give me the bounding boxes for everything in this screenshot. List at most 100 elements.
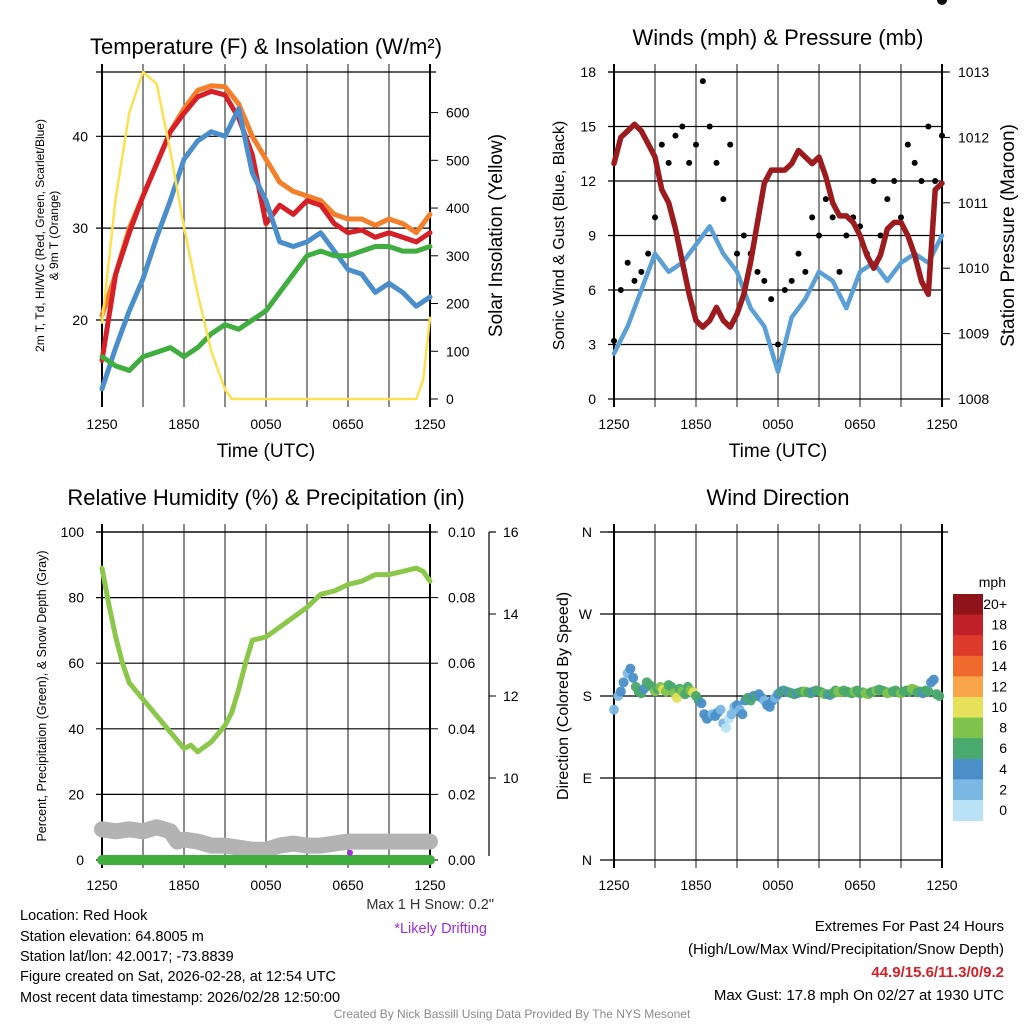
y2-tick-label: 300 [446,248,470,264]
gust-point [638,268,645,275]
snow-tick-label: 14 [503,606,519,622]
x-tick-label: 0050 [250,416,281,432]
series-line-windchill [99,106,433,392]
y-tick-label: 40 [68,721,84,737]
gust-point [713,159,720,166]
x-tick-label: 1850 [680,416,711,432]
y-tick-label: N [582,852,592,868]
gust-point [904,141,911,148]
gust-point [795,250,802,257]
gust-point [911,159,918,166]
wind-direction-point [937,0,947,5]
wind-direction-point [928,674,939,685]
legend-swatch [953,594,983,616]
location-label: Location: Red Hook [20,908,148,924]
gust-point [734,250,740,257]
snow-tick-label: 12 [503,688,519,704]
gust-point [802,268,809,275]
wind-direction-point [625,663,636,674]
gust-point [870,178,877,184]
y-tick-label: 60 [68,655,84,671]
extremes-subtitle: (High/Low/Max Wind/Precipitation/Snow De… [688,941,1004,958]
gust-point [672,132,679,139]
wind-direction-point [618,677,629,688]
x-tick-label: 1250 [414,416,445,432]
y-tick-label: 30 [72,220,88,236]
legend-label: 10 [991,699,1007,715]
latlon-label: Station lat/lon: 42.0017; -73.8839 [20,949,234,965]
y-tick-label: E [583,770,592,786]
wind-direction-point [934,691,945,701]
y-axis-label: Sonic Wind & Gust (Blue, Black) [551,121,568,350]
gust-point [898,214,904,221]
x-tick-label: 1250 [598,416,629,432]
gust-point [816,232,822,239]
wind-direction-point [715,704,726,715]
y-tick-label: 12 [580,173,596,189]
gust-point [768,296,775,303]
chart-title: Wind Direction [706,485,849,510]
y2-tick-label: 400 [446,200,470,216]
gust-point [939,132,945,139]
y-tick-label: 6 [588,282,596,298]
series-line-insolation [100,70,432,401]
y-axis-label: Percent, Precipitation (Green), & Snow D… [35,550,49,841]
gust-point [693,141,699,148]
y2-tick-label: 100 [446,343,470,359]
y-tick-label: 0 [76,852,84,868]
legend-label: 18 [991,617,1007,633]
snow-tick-label: 16 [503,524,519,540]
y-tick-label: 15 [580,119,596,135]
x-tick-label: 0050 [250,877,281,893]
snow-depth-line [94,819,438,858]
legend-swatch [953,635,983,657]
legend-label: 2 [999,781,1007,797]
rh-line [99,565,433,755]
legend-label: 16 [991,637,1007,653]
y2-tick-label: 0.08 [448,590,475,606]
gust-point [754,268,761,275]
max-gust-label: Max Gust: 17.8 mph On 02/27 at 1930 UTC [713,987,1004,1004]
y-tick-label: W [579,606,593,622]
extremes-values: 44.9/15.6/11.3/0/9.2 [871,964,1004,981]
snow-tick-label: 10 [503,770,519,786]
wind-direction-point [737,709,748,720]
x-tick-label: 0650 [332,877,363,893]
y2-tick-label: 1012 [958,129,989,145]
x-tick-label: 1250 [414,877,445,893]
legend-label: 20+ [983,596,1007,612]
gust-point [761,277,768,284]
x-tick-label: 0050 [762,877,793,893]
created-label: Figure created on Sat, 2026-02-28, at 12… [20,969,336,985]
y-tick-label: 0 [588,391,596,407]
y-tick-label: S [583,688,592,704]
gust-point [891,178,898,184]
legend-label: 0 [999,802,1007,818]
legend-swatch [953,800,983,822]
x-tick-label: 1850 [168,416,199,432]
gust-point [829,214,836,221]
gust-point [884,196,891,203]
x-tick-label: 1250 [86,416,117,432]
legend-label: 4 [999,761,1007,777]
legend-label: 6 [999,740,1007,756]
gust-point [918,178,925,184]
y2-tick-label: 1010 [958,260,989,276]
gust-point [877,232,884,239]
chart-title: Relative Humidity (%) & Precipitation (i… [67,485,464,510]
wind-direction-point [721,722,732,733]
gust-point [624,259,631,266]
gust-point [925,123,932,130]
y2-tick-label: 500 [446,152,470,168]
drifting-marker [347,849,353,856]
y2-tick-label: 0.10 [448,524,475,540]
gust-point [740,232,747,239]
gust-point [611,337,617,344]
legend-label: 14 [991,658,1007,674]
y2-tick-label: 0.02 [448,786,475,802]
y2-axis-label: Solar Insolation (Yellow) [486,134,507,337]
gust-point [699,78,706,85]
x-axis-label: Time (UTC) [729,441,828,462]
legend-swatch [953,655,983,677]
